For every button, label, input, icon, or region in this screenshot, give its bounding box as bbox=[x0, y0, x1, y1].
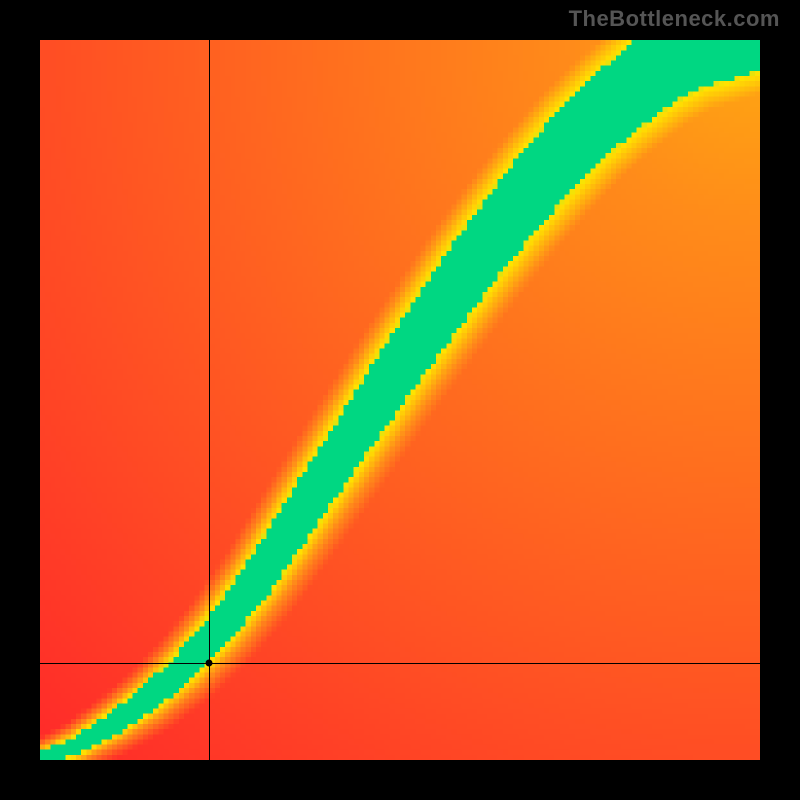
chart-container: TheBottleneck.com bbox=[0, 0, 800, 800]
watermark-text: TheBottleneck.com bbox=[569, 6, 780, 32]
crosshair-horizontal bbox=[40, 663, 760, 664]
heatmap-canvas bbox=[40, 40, 760, 760]
crosshair-marker bbox=[206, 659, 213, 666]
crosshair-vertical bbox=[209, 40, 210, 760]
plot-area bbox=[40, 40, 760, 760]
